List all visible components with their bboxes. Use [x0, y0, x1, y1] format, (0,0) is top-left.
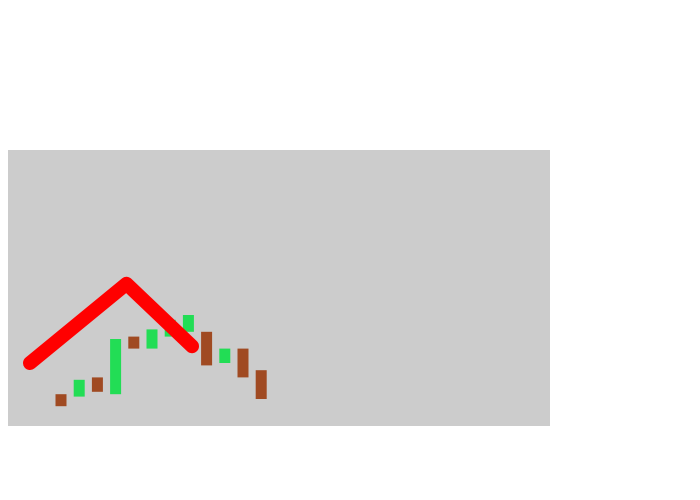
- candle-down: [237, 348, 249, 378]
- candle-down: [91, 377, 103, 392]
- candle-down: [55, 394, 67, 407]
- candle-down: [128, 336, 140, 349]
- candle-up: [146, 329, 158, 349]
- candle-up: [73, 379, 85, 397]
- candle-up: [110, 339, 122, 395]
- candle-down: [255, 370, 267, 399]
- plot-background: [8, 150, 550, 426]
- candle-down: [201, 331, 213, 366]
- candle-up: [182, 315, 194, 332]
- overlay-line: [23, 276, 199, 370]
- candle-up: [219, 348, 231, 363]
